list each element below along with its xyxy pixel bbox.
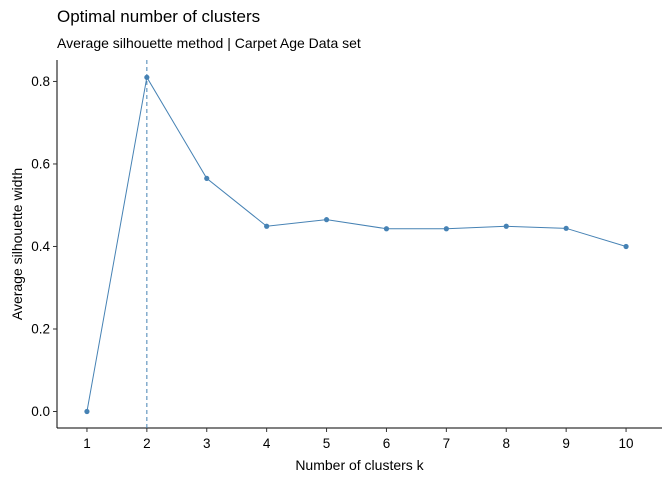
y-tick-label: 0.8 [31,74,50,89]
data-point-k1 [84,408,90,415]
y-tick-label: 0.6 [31,156,50,171]
data-point-k7 [443,226,449,232]
x-tick-label: 3 [203,436,211,451]
x-tick-label: 4 [263,436,271,451]
x-axis-title: Number of clusters k [295,457,424,473]
data-point-k4 [264,223,270,229]
y-tick-label: 0.4 [31,239,50,254]
chart-title: Optimal number of clusters [57,7,261,26]
data-point-k6 [383,226,390,232]
x-tick-label: 7 [443,436,451,451]
x-tick-label: 2 [143,436,151,451]
chart-subtitle: Average silhouette method | Carpet Age D… [57,35,361,51]
y-axis-title: Average silhouette width [9,168,25,320]
data-point-k2 [144,74,150,80]
x-tick-label: 1 [83,436,91,451]
series-layer [84,74,629,415]
x-tick-label: 6 [383,436,391,451]
x-tick-label: 10 [619,436,634,451]
data-point-k5 [323,217,330,223]
y-tick-label: 0.2 [31,321,50,336]
x-tick-label: 9 [562,436,570,451]
data-point-k8 [503,223,509,229]
data-point-k10 [623,243,629,250]
data-point-k3 [204,175,210,182]
x-tick-label: 5 [323,436,331,451]
data-point-k9 [563,225,569,231]
y-tick-label: 0.0 [31,404,50,419]
y-axis-ticks: 0.0 0.2 0.4 0.6 0.8 [31,74,57,419]
axes [56,60,662,429]
x-axis-ticks: 1 2 3 4 5 6 7 8 9 10 [83,428,634,451]
x-tick-label: 8 [502,436,510,451]
series-line [86,75,627,412]
